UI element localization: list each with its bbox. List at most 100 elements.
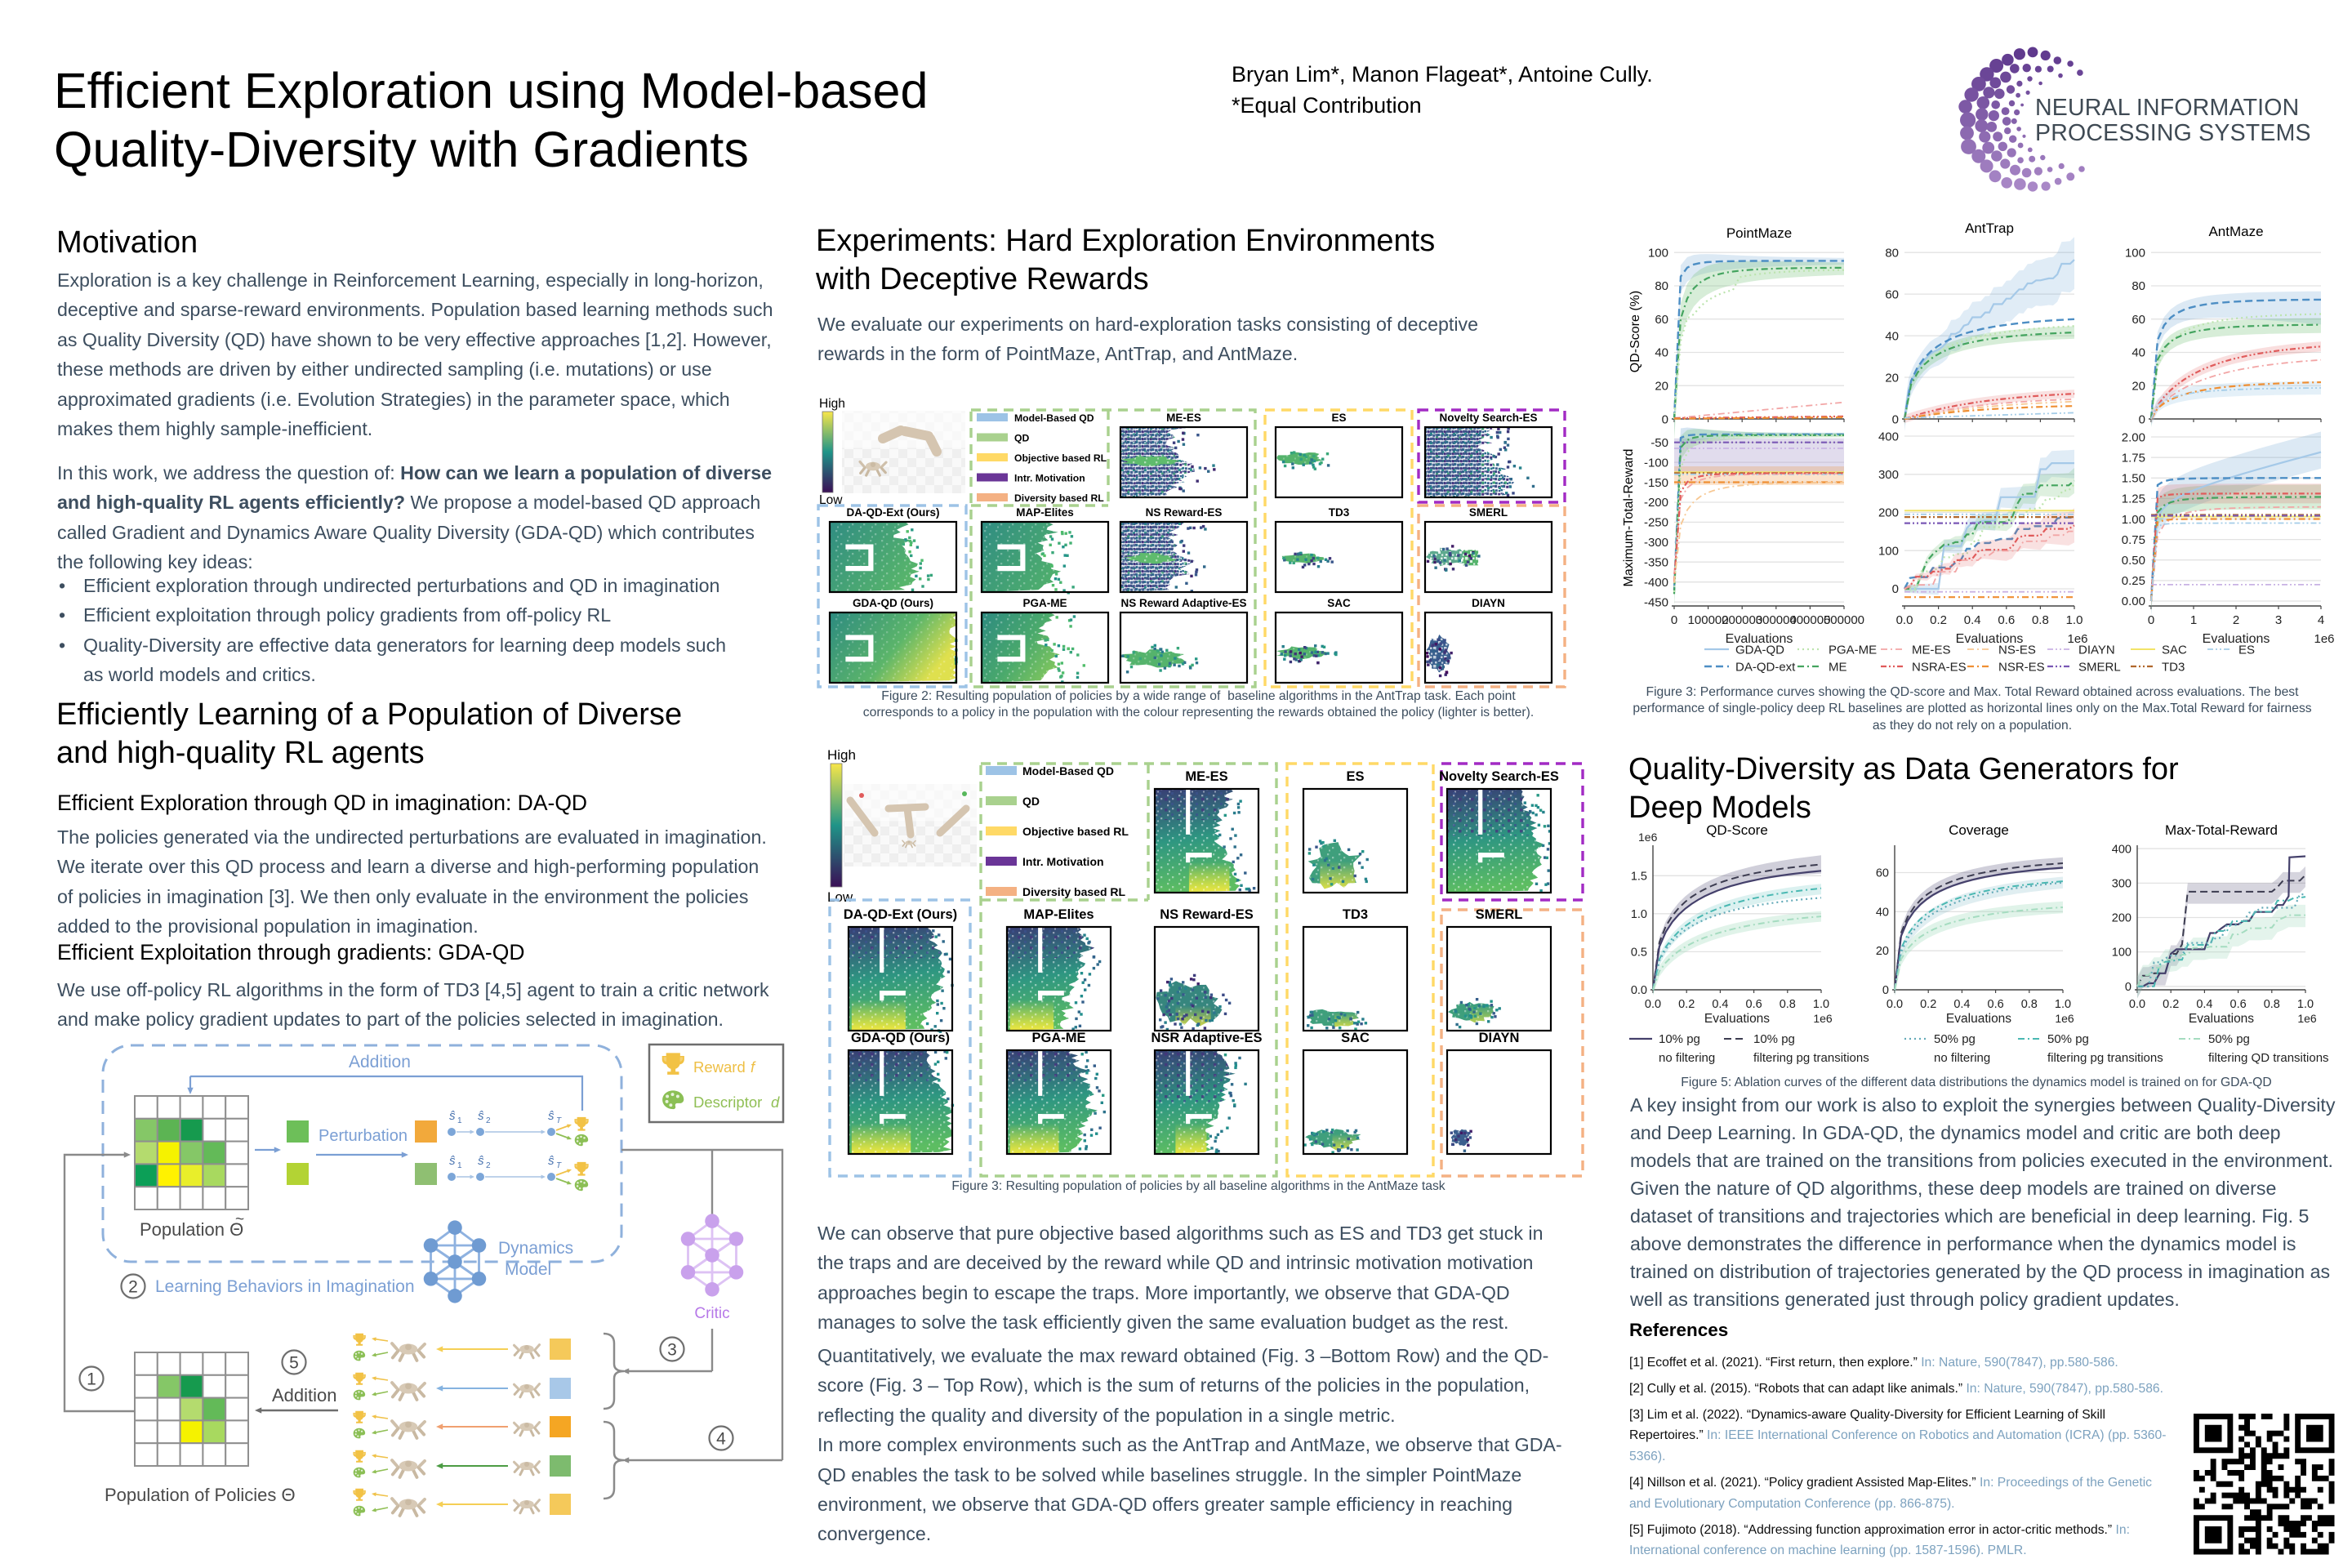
svg-text:MAP-Elites: MAP-Elites xyxy=(1016,506,1074,519)
svg-text:300: 300 xyxy=(1878,468,1899,482)
svg-text:0.2: 0.2 xyxy=(1678,998,1695,1011)
svg-text:Intr. Motivation: Intr. Motivation xyxy=(1014,473,1085,484)
svg-text:1e6: 1e6 xyxy=(2067,632,2087,646)
svg-text:1e6: 1e6 xyxy=(2314,632,2334,646)
svg-text:no filtering: no filtering xyxy=(1659,1051,1715,1065)
svg-text:Reward: Reward xyxy=(693,1058,746,1076)
svg-text:GDA-QD: GDA-QD xyxy=(1735,644,1784,657)
svg-text:80: 80 xyxy=(1885,246,1899,260)
svg-text:5: 5 xyxy=(289,1354,299,1373)
svg-text:100: 100 xyxy=(2125,246,2145,260)
svg-text:0.6: 0.6 xyxy=(2230,998,2247,1011)
svg-text:10% pg: 10% pg xyxy=(1753,1032,1795,1046)
svg-text:-150: -150 xyxy=(1644,476,1668,490)
svg-text:100: 100 xyxy=(1878,544,1899,558)
svg-text:0.8: 0.8 xyxy=(2021,998,2038,1011)
svg-text:DIAYN: DIAYN xyxy=(1472,597,1505,609)
svg-text:1: 1 xyxy=(457,1116,462,1125)
svg-text:Addition: Addition xyxy=(272,1385,337,1405)
svg-text:0.4: 0.4 xyxy=(1964,613,1981,627)
svg-text:20: 20 xyxy=(1885,371,1899,385)
svg-text:500000: 500000 xyxy=(1824,613,1864,627)
svg-text:0.50: 0.50 xyxy=(2122,554,2145,568)
svg-text:0.25: 0.25 xyxy=(2122,574,2145,588)
svg-text:PGA-ME: PGA-ME xyxy=(1032,1031,1086,1045)
svg-text:40: 40 xyxy=(1885,329,1899,343)
svg-text:NS Reward-ES: NS Reward-ES xyxy=(1146,506,1223,519)
svg-text:0.6: 0.6 xyxy=(1988,998,2004,1011)
svg-text:Perturbation: Perturbation xyxy=(318,1127,408,1145)
svg-text:QD: QD xyxy=(1022,795,1040,808)
svg-text:ŝ: ŝ xyxy=(449,1109,456,1123)
svg-text:ŝ: ŝ xyxy=(478,1154,484,1168)
svg-text:0: 0 xyxy=(1882,984,1889,997)
svg-text:0.00: 0.00 xyxy=(2122,595,2145,608)
svg-text:Evaluations: Evaluations xyxy=(2189,1012,2254,1026)
svg-text:QD-Score: QD-Score xyxy=(1706,822,1768,838)
svg-text:0.6: 0.6 xyxy=(1998,613,2015,627)
svg-text:200: 200 xyxy=(2112,912,2132,925)
svg-text:100: 100 xyxy=(2112,947,2132,960)
svg-text:DA-QD-Ext (Ours): DA-QD-Ext (Ours) xyxy=(847,506,940,519)
svg-text:1e6: 1e6 xyxy=(1813,1012,1833,1025)
svg-text:200000: 200000 xyxy=(1722,613,1762,627)
svg-text:High: High xyxy=(827,747,856,763)
svg-text:1: 1 xyxy=(457,1161,462,1170)
svg-text:0.2: 0.2 xyxy=(2163,998,2179,1011)
svg-text:QD-Score (%): QD-Score (%) xyxy=(1628,291,1642,372)
svg-text:2: 2 xyxy=(2233,613,2239,627)
svg-text:SMERL: SMERL xyxy=(1469,506,1508,519)
svg-text:400: 400 xyxy=(1878,430,1899,443)
svg-text:40: 40 xyxy=(2132,346,2145,360)
svg-text:1e6: 1e6 xyxy=(2297,1012,2317,1025)
svg-text:Model-Based QD: Model-Based QD xyxy=(1022,764,1114,777)
svg-text:0: 0 xyxy=(1662,412,1668,426)
svg-text:0.0: 0.0 xyxy=(1631,984,1647,997)
svg-text:PointMaze: PointMaze xyxy=(1726,225,1792,241)
svg-text:Model-Based QD: Model-Based QD xyxy=(1014,412,1094,424)
svg-text:ŝ: ŝ xyxy=(548,1154,555,1168)
svg-text:1: 1 xyxy=(2190,613,2197,627)
svg-text:NEURAL INFORMATION: NEURAL INFORMATION xyxy=(2035,95,2299,121)
svg-text:4: 4 xyxy=(716,1430,726,1449)
svg-text:0.4: 0.4 xyxy=(1953,998,1970,1011)
svg-text:-350: -350 xyxy=(1644,556,1668,570)
svg-text:f: f xyxy=(751,1058,756,1076)
svg-text:NS Reward-ES: NS Reward-ES xyxy=(1160,907,1254,922)
svg-text:1.00: 1.00 xyxy=(2122,513,2145,527)
svg-text:50% pg: 50% pg xyxy=(2208,1032,2250,1046)
svg-text:Low: Low xyxy=(827,889,853,905)
svg-text:Descriptor: Descriptor xyxy=(693,1094,762,1111)
svg-text:0.0: 0.0 xyxy=(1645,998,1661,1011)
svg-text:NS Reward Adaptive-ES: NS Reward Adaptive-ES xyxy=(1120,597,1246,609)
svg-text:Addition: Addition xyxy=(349,1053,411,1071)
svg-text:ME-ES: ME-ES xyxy=(1185,769,1227,784)
svg-text:0.4: 0.4 xyxy=(1712,998,1728,1011)
svg-text:SMERL: SMERL xyxy=(2078,661,2121,675)
svg-text:AntTrap: AntTrap xyxy=(1965,220,2014,236)
svg-text:80: 80 xyxy=(2132,279,2145,293)
svg-text:100: 100 xyxy=(1648,246,1668,260)
svg-text:Evaluations: Evaluations xyxy=(2203,632,2270,646)
svg-text:0.2: 0.2 xyxy=(1920,998,1936,1011)
svg-text:T: T xyxy=(556,1116,562,1125)
svg-text:0: 0 xyxy=(1892,412,1899,426)
svg-text:200: 200 xyxy=(1878,506,1899,520)
svg-text:0.2: 0.2 xyxy=(1930,613,1947,627)
svg-text:-50: -50 xyxy=(1650,436,1668,450)
svg-text:1.0: 1.0 xyxy=(2066,613,2083,627)
svg-text:ŝ: ŝ xyxy=(449,1154,456,1168)
svg-text:20: 20 xyxy=(2132,379,2145,393)
svg-text:SAC: SAC xyxy=(1341,1031,1370,1045)
svg-text:3: 3 xyxy=(2275,613,2282,627)
svg-text:-450: -450 xyxy=(1644,595,1668,609)
svg-text:1.25: 1.25 xyxy=(2122,492,2145,506)
svg-text:2: 2 xyxy=(486,1161,491,1170)
svg-text:0.75: 0.75 xyxy=(2122,533,2145,547)
svg-text:0: 0 xyxy=(2139,412,2145,426)
svg-text:Evaluations: Evaluations xyxy=(1704,1012,1770,1026)
svg-text:0: 0 xyxy=(1892,582,1899,596)
svg-text:Evaluations: Evaluations xyxy=(1726,632,1793,646)
svg-text:1e6: 1e6 xyxy=(2055,1012,2074,1025)
svg-text:60: 60 xyxy=(2132,313,2145,327)
